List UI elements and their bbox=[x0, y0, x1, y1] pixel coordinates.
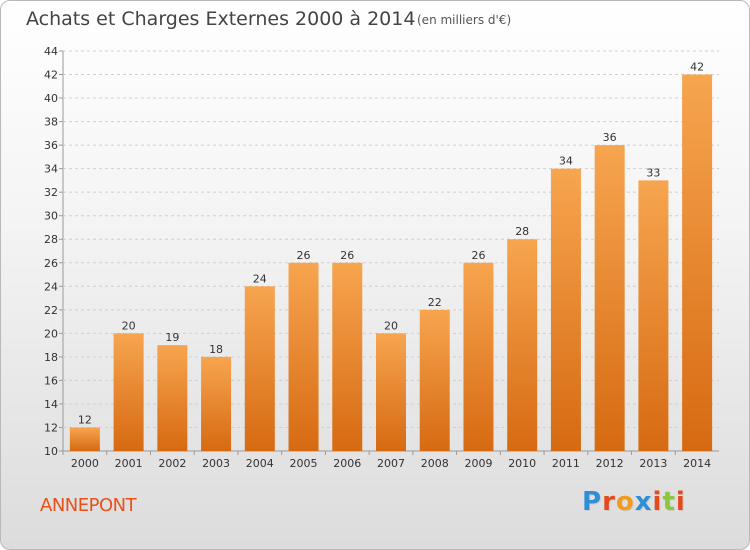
x-tick-label: 2008 bbox=[421, 457, 449, 470]
y-tick-label: 32 bbox=[44, 186, 58, 199]
x-tick-label: 2010 bbox=[508, 457, 536, 470]
x-tick-label: 2002 bbox=[158, 457, 186, 470]
x-tick-label: 2012 bbox=[596, 457, 624, 470]
x-tick-label: 2007 bbox=[377, 457, 405, 470]
y-axis-ticks: 10 12 14 16 18 20 22 24 26 28 30 32 34 36 38 40 42 44 bbox=[44, 45, 58, 458]
y-tick-label: 14 bbox=[44, 398, 58, 411]
logo-letter: x bbox=[634, 487, 653, 517]
data-label-2014: 42 bbox=[690, 61, 704, 74]
bar-2013 bbox=[638, 180, 669, 452]
x-axis-ticks: 2000 2001 2002 2003 2004 2005 2006 2007 2008 2009… bbox=[62, 451, 711, 470]
y-tick-label: 18 bbox=[44, 351, 58, 364]
y-tick-label: 10 bbox=[44, 445, 58, 458]
proxiti-logo[interactable]: Proxiti bbox=[582, 487, 686, 517]
x-tick-label: 2006 bbox=[333, 457, 361, 470]
x-tick-label: 2003 bbox=[202, 457, 230, 470]
x-tick-label: 2004 bbox=[246, 457, 274, 470]
y-tick-label: 34 bbox=[44, 163, 58, 176]
bar-2007 bbox=[376, 333, 406, 451]
data-label-2011: 34 bbox=[559, 155, 573, 168]
data-label-2002: 19 bbox=[165, 331, 179, 344]
y-tick-label: 40 bbox=[44, 92, 58, 105]
bar-2001 bbox=[113, 333, 144, 451]
chart-subtitle: (en milliers d'€) bbox=[417, 13, 512, 27]
data-label-2004: 24 bbox=[253, 272, 267, 285]
x-tick-label: 2014 bbox=[683, 457, 711, 470]
logo-letter: r bbox=[602, 487, 616, 517]
data-label-2005: 26 bbox=[297, 249, 311, 262]
y-tick-label: 26 bbox=[44, 257, 58, 270]
bar-2011 bbox=[550, 168, 581, 451]
y-tick-label: 36 bbox=[44, 139, 58, 152]
chart-title: Achats et Charges Externes 2000 à 2014 bbox=[26, 8, 416, 30]
data-labels: 12 20 19 18 24 26 26 20 22 26 28 34 36 33 42 bbox=[78, 61, 704, 427]
logo-letter: t bbox=[662, 487, 676, 517]
data-label-2003: 18 bbox=[209, 343, 223, 356]
data-label-2012: 36 bbox=[603, 131, 617, 144]
x-tick-label: 2013 bbox=[639, 457, 667, 470]
bar-2006 bbox=[332, 262, 363, 451]
logo-letter: i bbox=[675, 487, 686, 517]
data-label-2010: 28 bbox=[515, 225, 529, 238]
y-tick-label: 24 bbox=[44, 280, 58, 293]
y-tick-label: 44 bbox=[44, 45, 58, 58]
data-label-2009: 26 bbox=[471, 249, 485, 262]
data-label-2007: 20 bbox=[384, 319, 398, 332]
x-tick-label: 2005 bbox=[290, 457, 318, 470]
bar-2003 bbox=[201, 356, 232, 451]
bar-2008 bbox=[419, 309, 450, 451]
bars bbox=[69, 74, 713, 452]
x-tick-label: 2000 bbox=[71, 457, 99, 470]
data-label-2001: 20 bbox=[122, 319, 136, 332]
y-tick-label: 38 bbox=[44, 116, 58, 129]
bar-2012 bbox=[594, 145, 625, 451]
logo-letter: i bbox=[652, 487, 663, 517]
y-tick-label: 16 bbox=[44, 374, 58, 387]
x-tick-label: 2009 bbox=[464, 457, 492, 470]
bar-2005 bbox=[288, 262, 319, 451]
data-label-2013: 33 bbox=[646, 166, 660, 179]
logo-letter: o bbox=[615, 487, 635, 517]
x-tick-label: 2001 bbox=[115, 457, 143, 470]
x-tick-label: 2011 bbox=[552, 457, 580, 470]
y-tick-label: 30 bbox=[44, 210, 58, 223]
data-label-2006: 26 bbox=[340, 249, 354, 262]
bar-2010 bbox=[507, 239, 538, 451]
data-label-2008: 22 bbox=[428, 296, 442, 309]
logo-letter: P bbox=[582, 487, 603, 517]
data-label-2000: 12 bbox=[78, 413, 92, 426]
y-tick-label: 22 bbox=[44, 304, 58, 317]
y-tick-label: 12 bbox=[44, 421, 58, 434]
y-tick-label: 20 bbox=[44, 327, 58, 340]
city-name: ANNEPONT bbox=[40, 495, 137, 516]
y-tick-label: 28 bbox=[44, 233, 58, 246]
bar-2014 bbox=[682, 74, 713, 451]
bar-2009 bbox=[463, 262, 494, 451]
bar-2000 bbox=[69, 427, 100, 451]
y-tick-label: 42 bbox=[44, 69, 58, 82]
bar-2004 bbox=[244, 286, 275, 451]
bar-2002 bbox=[157, 345, 188, 451]
